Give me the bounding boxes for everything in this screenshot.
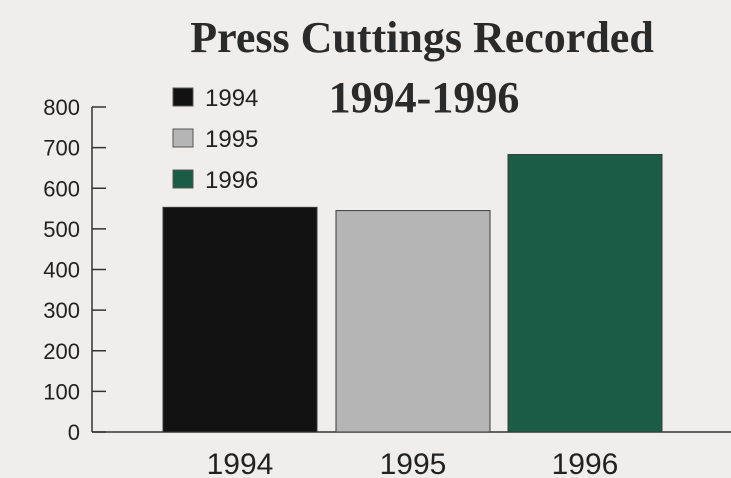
x-axis-labels: 1994 1995 1996 <box>207 448 619 478</box>
y-tick-label: 500 <box>43 217 80 242</box>
legend-label: 1996 <box>205 167 258 194</box>
legend-label: 1995 <box>205 126 258 153</box>
y-tick-label: 100 <box>43 379 80 404</box>
legend-swatch <box>172 87 194 107</box>
y-tick-label: 800 <box>43 95 80 120</box>
y-tick-label: 200 <box>43 339 80 364</box>
y-tick-label: 0 <box>68 420 80 445</box>
y-tick-label: 700 <box>43 136 80 161</box>
y-tick-label: 600 <box>43 176 80 201</box>
y-tick-label: 300 <box>43 298 80 323</box>
legend: 1994 1995 1996 <box>172 85 258 194</box>
bar-1996 <box>507 154 663 433</box>
x-tick-label: 1996 <box>552 448 619 478</box>
bar-1994 <box>162 206 318 433</box>
chart-title: Press Cuttings Recorded <box>190 13 654 62</box>
bar-1995 <box>335 210 491 433</box>
y-axis: 0 100 200 300 400 500 600 700 800 <box>43 95 731 445</box>
y-tick-label: 400 <box>43 258 80 283</box>
legend-swatch <box>172 169 194 189</box>
chart-subtitle: 1994-1996 <box>329 73 520 122</box>
bar-group <box>162 154 663 433</box>
x-tick-label: 1994 <box>207 448 274 478</box>
x-tick-label: 1995 <box>380 448 447 478</box>
legend-swatch <box>172 128 194 148</box>
legend-label: 1994 <box>205 85 258 112</box>
